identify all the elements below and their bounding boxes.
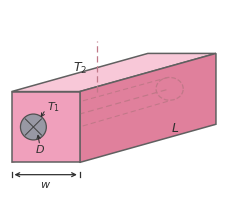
Polygon shape xyxy=(12,92,80,162)
Circle shape xyxy=(21,114,46,140)
Text: $T_2$: $T_2$ xyxy=(73,61,88,76)
Text: $L$: $L$ xyxy=(171,122,179,135)
Polygon shape xyxy=(80,53,216,162)
Polygon shape xyxy=(12,53,216,92)
Text: $D$: $D$ xyxy=(35,143,45,155)
Text: $w$: $w$ xyxy=(40,180,51,190)
Text: $T_1$: $T_1$ xyxy=(47,100,60,114)
